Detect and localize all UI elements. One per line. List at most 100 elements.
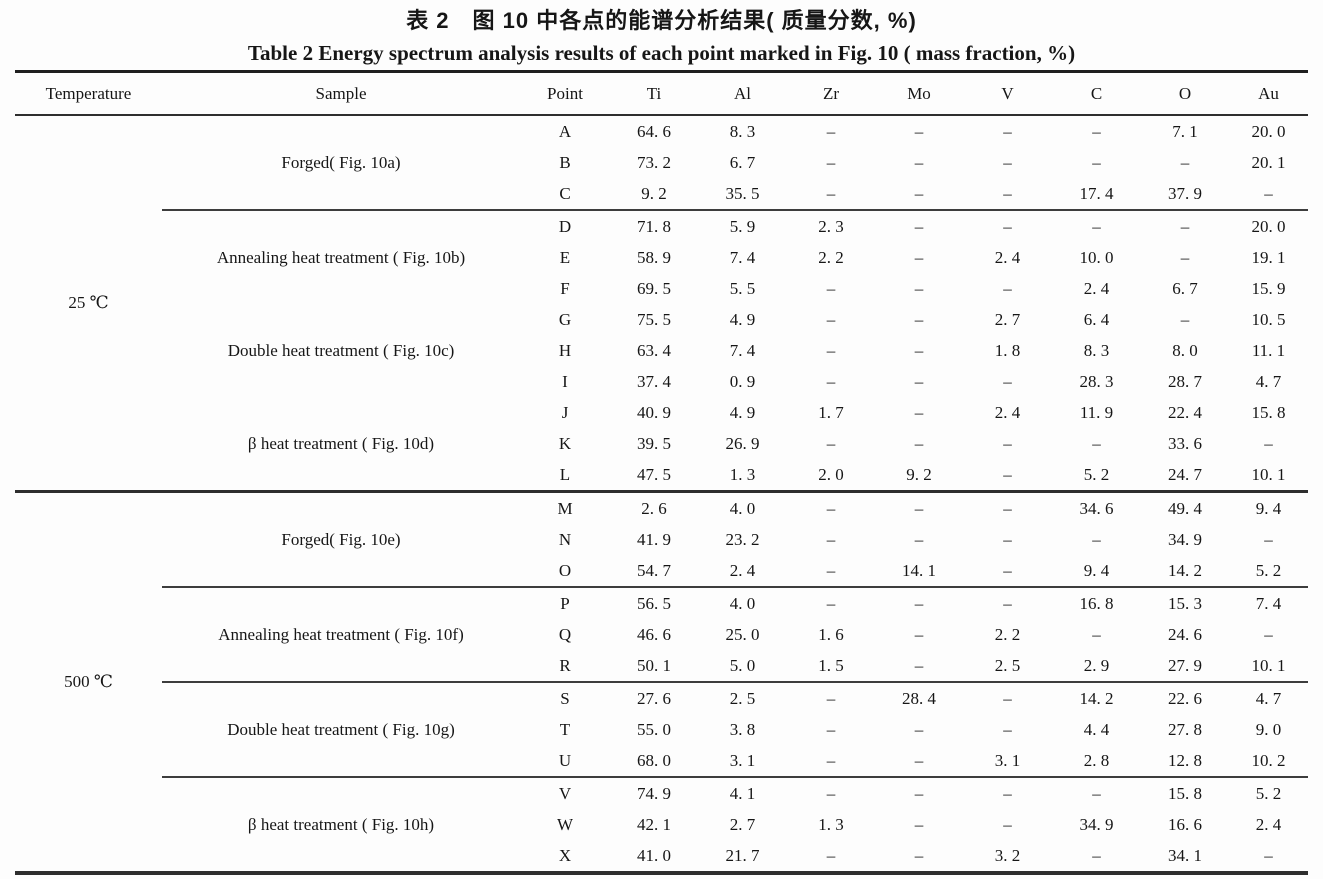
value-cell: 2. 0 <box>818 464 844 484</box>
value-cell: 14. 2 <box>1168 560 1202 580</box>
value-cell: 4. 7 <box>1255 371 1282 391</box>
value-cell: 27. 6 <box>610 681 698 714</box>
value-cell: – <box>826 371 836 391</box>
value-cell: – <box>963 490 1052 524</box>
value-cell: 5. 2 <box>1083 464 1110 484</box>
point-cell: X <box>558 845 572 865</box>
value-cell: 5. 2 <box>1255 560 1282 580</box>
value-cell: – <box>1003 278 1012 298</box>
point-cell: L <box>559 464 571 484</box>
value-cell: 1. 7 <box>818 402 844 422</box>
value-cell: 3. 1 <box>729 750 756 770</box>
value-cell: 54. 7 <box>637 560 671 580</box>
point-cell: G <box>558 309 572 329</box>
table-row: Double heat treatment ( Fig. 10c) G 75. 5 4… <box>15 304 1308 360</box>
value-cell: – <box>787 490 875 524</box>
value-cell: 9. 0 <box>1255 719 1282 739</box>
value-cell: 4. 0 <box>698 586 787 619</box>
value-cell: 34. 9 <box>1079 814 1114 834</box>
value-cell: 2. 4 <box>1083 278 1110 298</box>
value-cell: 8. 0 <box>1172 340 1198 360</box>
value-cell: 16. 6 <box>1168 814 1202 834</box>
table-row: H 63. 4 7. 4 – – 1. 8 8. 3 8. 0 11. 1 <box>15 335 1308 366</box>
value-cell: – <box>875 776 963 809</box>
value-cell: 15. 9 <box>1251 278 1286 298</box>
value-cell: 4. 0 <box>698 490 787 524</box>
column-header-mo: Mo <box>875 71 963 116</box>
value-cell: 12. 8 <box>1168 750 1202 770</box>
value-cell: – <box>1003 152 1012 172</box>
value-cell: 24. 7 <box>1168 464 1202 484</box>
value-cell: 5. 0 <box>729 655 756 675</box>
column-header-ti: Ti <box>610 71 698 116</box>
value-cell: 37. 9 <box>1168 183 1202 203</box>
column-header-sample: Sample <box>162 71 520 116</box>
value-cell: – <box>787 681 875 714</box>
value-cell: 4. 7 <box>1229 681 1308 714</box>
value-cell: 27. 9 <box>1168 655 1202 675</box>
value-cell: 49. 4 <box>1141 490 1229 524</box>
point-cell: D <box>520 209 610 242</box>
table-row: O 54. 7 2. 4 – 14. 1 – 9. 4 14. 2 5. 2 <box>15 555 1308 587</box>
value-cell: 50. 1 <box>637 655 671 675</box>
value-cell: 4. 1 <box>698 776 787 809</box>
value-cell: 37. 4 <box>637 371 671 391</box>
value-cell: 21. 7 <box>725 845 760 865</box>
value-cell: 25. 0 <box>725 624 760 644</box>
point-cell: H <box>558 340 572 360</box>
value-cell: 28. 7 <box>1168 371 1202 391</box>
value-cell: 9. 4 <box>1083 560 1110 580</box>
value-cell: 7. 4 <box>1229 586 1308 619</box>
value-cell: – <box>1092 433 1101 453</box>
column-header-v: V <box>963 71 1052 116</box>
point-cell: R <box>559 655 571 675</box>
value-cell: 20. 0 <box>1229 209 1308 242</box>
table-row: E 58. 9 7. 4 2. 2 – 2. 4 10. 0 – 19. 1 <box>15 242 1308 273</box>
energy-spectrum-table: Temperature Sample Point Ti Al Zr Mo V C… <box>15 70 1308 875</box>
value-cell: 5. 9 <box>698 209 787 242</box>
value-cell: – <box>914 371 924 391</box>
value-cell: 7. 4 <box>729 340 756 360</box>
temperature-cell: 500 ℃ <box>15 490 162 873</box>
value-cell: 15. 8 <box>1251 402 1286 422</box>
value-cell: 28. 3 <box>1079 371 1114 391</box>
column-header-al: Al <box>698 71 787 116</box>
sample-cell: Forged( Fig. 10a) <box>281 152 401 172</box>
value-cell: – <box>914 309 924 329</box>
sample-cell: Annealing heat treatment ( Fig. 10b) <box>162 209 520 304</box>
value-cell: – <box>963 209 1052 242</box>
value-cell: – <box>1003 183 1012 203</box>
value-cell: 42. 1 <box>637 814 671 834</box>
value-cell: 14. 1 <box>902 560 936 580</box>
value-cell: – <box>914 152 924 172</box>
table-row: F 69. 5 5. 5 – – – 2. 4 6. 7 15. 9 <box>15 273 1308 304</box>
value-cell: 14. 2 <box>1052 681 1141 714</box>
value-cell: 34. 1 <box>1168 845 1202 865</box>
point-cell: P <box>520 586 610 619</box>
value-cell: 5. 2 <box>1229 776 1308 809</box>
value-cell: – <box>963 586 1052 619</box>
value-cell: 2. 6 <box>610 490 698 524</box>
value-cell: 46. 6 <box>637 624 671 644</box>
value-cell: 2. 7 <box>729 814 756 834</box>
value-cell: – <box>1052 209 1141 242</box>
point-cell: E <box>559 247 571 267</box>
value-cell: 58. 9 <box>637 247 671 267</box>
value-cell: – <box>963 681 1052 714</box>
value-cell: 47. 5 <box>637 464 671 484</box>
value-cell: 41. 0 <box>637 845 671 865</box>
point-cell: U <box>558 750 572 770</box>
value-cell: – <box>1264 433 1273 453</box>
value-cell: – <box>875 586 963 619</box>
value-cell: 63. 4 <box>637 340 671 360</box>
value-cell: – <box>963 776 1052 809</box>
table-row: B 73. 2 6. 7 – – – – – 20. 1 <box>15 147 1308 178</box>
value-cell: 20. 0 <box>1251 121 1286 141</box>
value-cell: – <box>1264 845 1273 865</box>
value-cell: – <box>914 624 924 644</box>
value-cell: 68. 0 <box>637 750 671 770</box>
